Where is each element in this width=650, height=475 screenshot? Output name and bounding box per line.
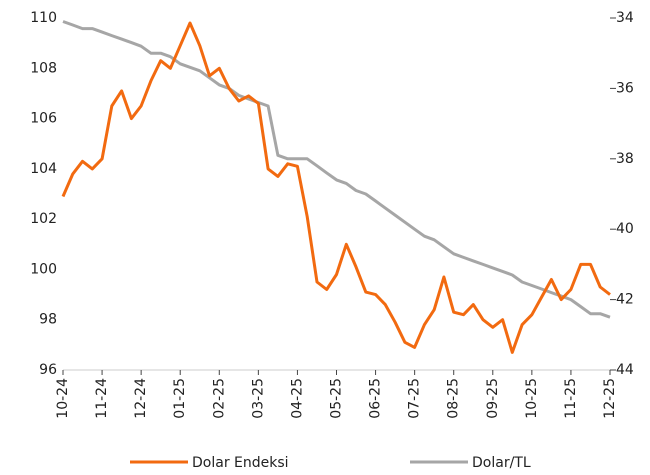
y-tick-label: 106	[30, 111, 57, 127]
x-tick-label: 03-25	[250, 378, 266, 419]
x-tick-label: 11-24	[94, 378, 110, 419]
x-tick-label: 10-24	[55, 378, 71, 419]
x-tick-label: 12-24	[133, 378, 149, 419]
legend-label: Dolar/TL	[472, 455, 531, 471]
x-tick-label: 10-25	[524, 378, 540, 419]
x-tick-label: 12-25	[602, 378, 618, 419]
x-tick-label: 09-25	[485, 378, 501, 419]
series-line	[62, 20, 611, 319]
y2-tick-label: 36	[616, 80, 634, 96]
x-tick-label: 02-25	[211, 378, 227, 419]
y2-tick-label: 34	[616, 10, 634, 26]
series-line	[61, 21, 611, 354]
y2-tick-label: 40	[616, 221, 634, 237]
x-tick-label: 05-25	[329, 378, 345, 419]
y-tick-label: 100	[30, 261, 57, 277]
y-tick-label: 110	[30, 10, 57, 26]
y-tick-label: 96	[39, 362, 57, 378]
x-tick-label: 07-25	[407, 378, 423, 419]
y2-tick-label: 44	[616, 362, 634, 378]
y-tick-label: 104	[30, 161, 57, 177]
x-tick-label: 04-25	[289, 378, 305, 419]
x-tick-label: 01-25	[172, 378, 188, 419]
x-tick-label: 06-25	[368, 378, 384, 419]
y-tick-label: 108	[30, 60, 57, 76]
y2-tick-label: 42	[616, 292, 634, 308]
y-tick-label: 98	[39, 312, 57, 328]
x-tick-label: 08-25	[446, 378, 462, 419]
legend-label: Dolar Endeksi	[192, 455, 289, 471]
x-tick-label: 11-25	[563, 378, 579, 419]
y2-tick-label: 38	[616, 151, 634, 167]
y-tick-label: 102	[30, 211, 57, 227]
